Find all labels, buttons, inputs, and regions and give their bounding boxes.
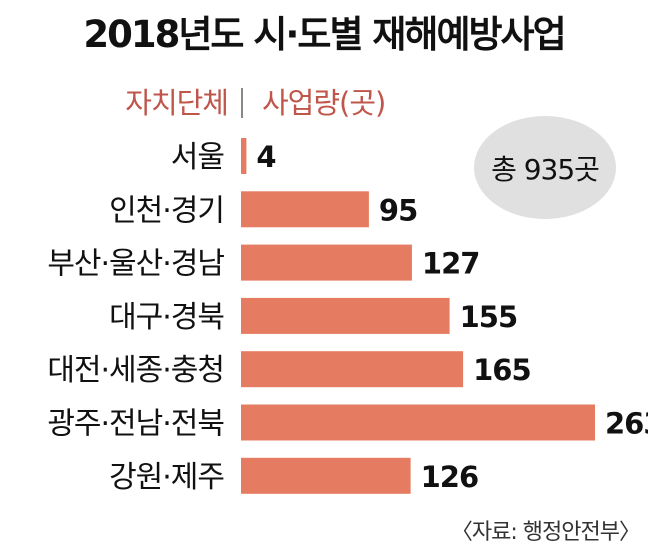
value-label: 263 xyxy=(605,407,648,441)
bar xyxy=(241,404,595,441)
category-header: 자치단체 xyxy=(125,86,229,120)
bar xyxy=(241,457,411,494)
value-label: 127 xyxy=(422,247,480,281)
header-divider xyxy=(241,88,243,118)
value-label: 95 xyxy=(379,193,417,227)
category-label: 인천·경기 xyxy=(109,193,224,228)
category-label: 서울 xyxy=(171,140,224,175)
value-label: 4 xyxy=(256,140,275,174)
category-label: 부산·울산·경남 xyxy=(47,247,224,282)
category-label: 대구·경북 xyxy=(109,300,224,335)
category-label: 광주·전남·전북 xyxy=(47,407,224,442)
chart-title: 2018년도 시·도별 재해예방사업 xyxy=(83,13,566,56)
source-note: 〈자료: 행정안전부〉 xyxy=(450,520,641,545)
bar xyxy=(241,191,369,228)
value-label: 126 xyxy=(421,460,479,494)
total-bubble: 총 935곳 xyxy=(474,116,616,219)
bar xyxy=(241,244,412,281)
bar xyxy=(241,138,247,174)
category-label: 강원·제주 xyxy=(109,460,224,495)
bar xyxy=(241,297,450,334)
category-label: 대전·세종·충청 xyxy=(47,353,224,388)
bar xyxy=(241,351,464,388)
value-label: 155 xyxy=(460,300,518,334)
value-label: 165 xyxy=(473,353,531,387)
value-header: 사업량(곳) xyxy=(262,86,386,120)
